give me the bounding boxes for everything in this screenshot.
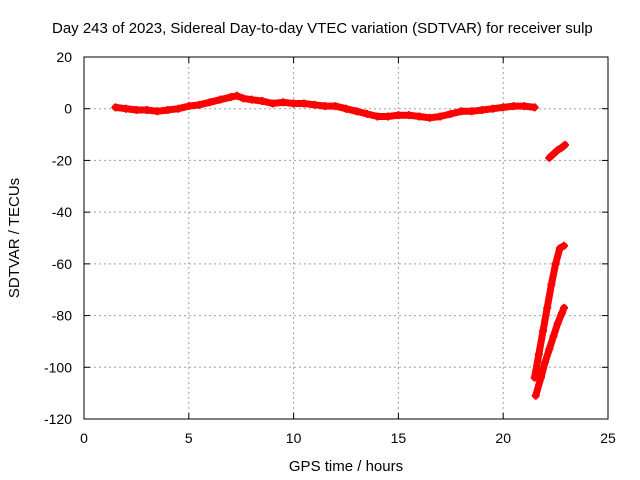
data-point-main-35 xyxy=(467,107,476,116)
y-tick-label-0: -120 xyxy=(44,411,72,427)
data-point-main-2 xyxy=(132,106,141,115)
y-tick-label-3: -60 xyxy=(52,256,72,272)
data-point-main-40 xyxy=(520,102,529,111)
data-point-main-19 xyxy=(300,99,309,108)
data-point-main-27 xyxy=(383,112,392,121)
x-tick-label-4: 20 xyxy=(495,430,511,446)
data-point-main-38 xyxy=(499,103,508,112)
data-point-steep-track-b-2 xyxy=(541,358,550,367)
x-tick-label-5: 25 xyxy=(600,430,616,446)
data-point-main-20 xyxy=(310,100,319,109)
data-point-main-8 xyxy=(195,100,204,109)
data-point-steep-track-a-5 xyxy=(551,259,560,268)
data-point-main-26 xyxy=(373,112,382,121)
data-point-main-13 xyxy=(239,94,248,103)
data-point-main-3 xyxy=(142,106,151,115)
series-steep-track-b xyxy=(531,303,568,400)
data-point-main-0 xyxy=(111,103,120,112)
data-point-main-16 xyxy=(268,99,277,108)
y-tick-label-5: -20 xyxy=(52,152,72,168)
data-point-main-11 xyxy=(226,93,235,102)
data-point-steep-track-a-3 xyxy=(543,303,552,312)
data-point-main-14 xyxy=(247,95,256,104)
data-point-main-9 xyxy=(205,98,214,107)
tick-labels: 0 5 10 15 20 25 -120 -100 -80 -60 -40 -20 0 20 xyxy=(44,49,616,446)
plot-frame xyxy=(83,56,609,420)
data-point-main-21 xyxy=(321,102,330,111)
data-point-main-12 xyxy=(233,91,242,100)
data-point-main-36 xyxy=(478,106,487,115)
data-point-upper-tail-0 xyxy=(545,153,554,162)
data-point-main-24 xyxy=(352,107,361,116)
data-point-steep-track-a-7 xyxy=(559,241,568,250)
data-point-main-22 xyxy=(331,102,340,111)
data-point-main-7 xyxy=(184,102,193,111)
data-point-main-29 xyxy=(404,111,413,120)
series-steep-track-a xyxy=(530,241,568,382)
data-point-steep-track-a-2 xyxy=(539,327,548,336)
data-point-main-30 xyxy=(415,112,424,121)
y-tick-label-7: 20 xyxy=(56,49,72,65)
data-point-steep-track-a-1 xyxy=(534,350,543,359)
data-point-main-4 xyxy=(153,107,162,116)
data-points xyxy=(111,91,570,400)
data-point-main-33 xyxy=(446,109,455,118)
data-point-main-32 xyxy=(436,112,445,121)
data-point-steep-track-b-6 xyxy=(557,308,566,317)
data-point-upper-tail-2 xyxy=(553,146,562,155)
data-point-main-1 xyxy=(121,104,130,113)
data-point-main-15 xyxy=(258,96,267,105)
y-tick-label-1: -100 xyxy=(44,359,72,375)
y-tick-label-2: -80 xyxy=(52,308,72,324)
data-point-steep-track-b-3 xyxy=(545,345,554,354)
data-point-main-25 xyxy=(362,109,371,118)
y-axis-label: SDTVAR / TECUs xyxy=(6,178,23,298)
data-point-main-17 xyxy=(279,98,288,107)
data-point-main-34 xyxy=(457,107,466,116)
data-point-main-28 xyxy=(394,111,403,120)
data-point-main-18 xyxy=(289,99,298,108)
data-point-steep-track-b-4 xyxy=(549,332,558,341)
data-point-steep-track-b-1 xyxy=(536,373,545,382)
data-point-upper-tail-1 xyxy=(549,149,558,158)
y-tick-label-6: 0 xyxy=(64,101,72,117)
data-point-main-39 xyxy=(509,102,518,111)
x-tick-label-1: 5 xyxy=(185,430,193,446)
data-point-main-31 xyxy=(425,113,434,122)
x-tick-label-0: 0 xyxy=(80,430,88,446)
data-point-steep-track-a-4 xyxy=(547,280,556,289)
data-point-upper-tail-4 xyxy=(561,140,570,149)
x-axis-label: GPS time / hours xyxy=(289,458,403,475)
data-point-steep-track-b-0 xyxy=(531,391,540,400)
data-point-steep-track-b-7 xyxy=(559,303,568,312)
data-point-main-23 xyxy=(342,104,350,113)
data-point-main-6 xyxy=(174,104,183,113)
x-tick-label-2: 10 xyxy=(286,430,302,446)
data-point-main-41 xyxy=(530,103,539,112)
x-tick-label-3: 15 xyxy=(391,430,407,446)
axis-ticks xyxy=(83,56,609,420)
chart-title: Day 243 of 2023, Sidereal Day-to-day VTE… xyxy=(52,20,593,37)
series-upper-tail xyxy=(545,140,570,162)
data-point-steep-track-b-5 xyxy=(553,319,562,328)
data-point-main-5 xyxy=(163,106,172,115)
y-tick-label-4: -40 xyxy=(52,204,72,220)
data-point-main-37 xyxy=(488,104,497,113)
series-main xyxy=(111,91,539,122)
data-point-main-10 xyxy=(216,95,225,104)
data-point-steep-track-a-6 xyxy=(555,244,564,253)
